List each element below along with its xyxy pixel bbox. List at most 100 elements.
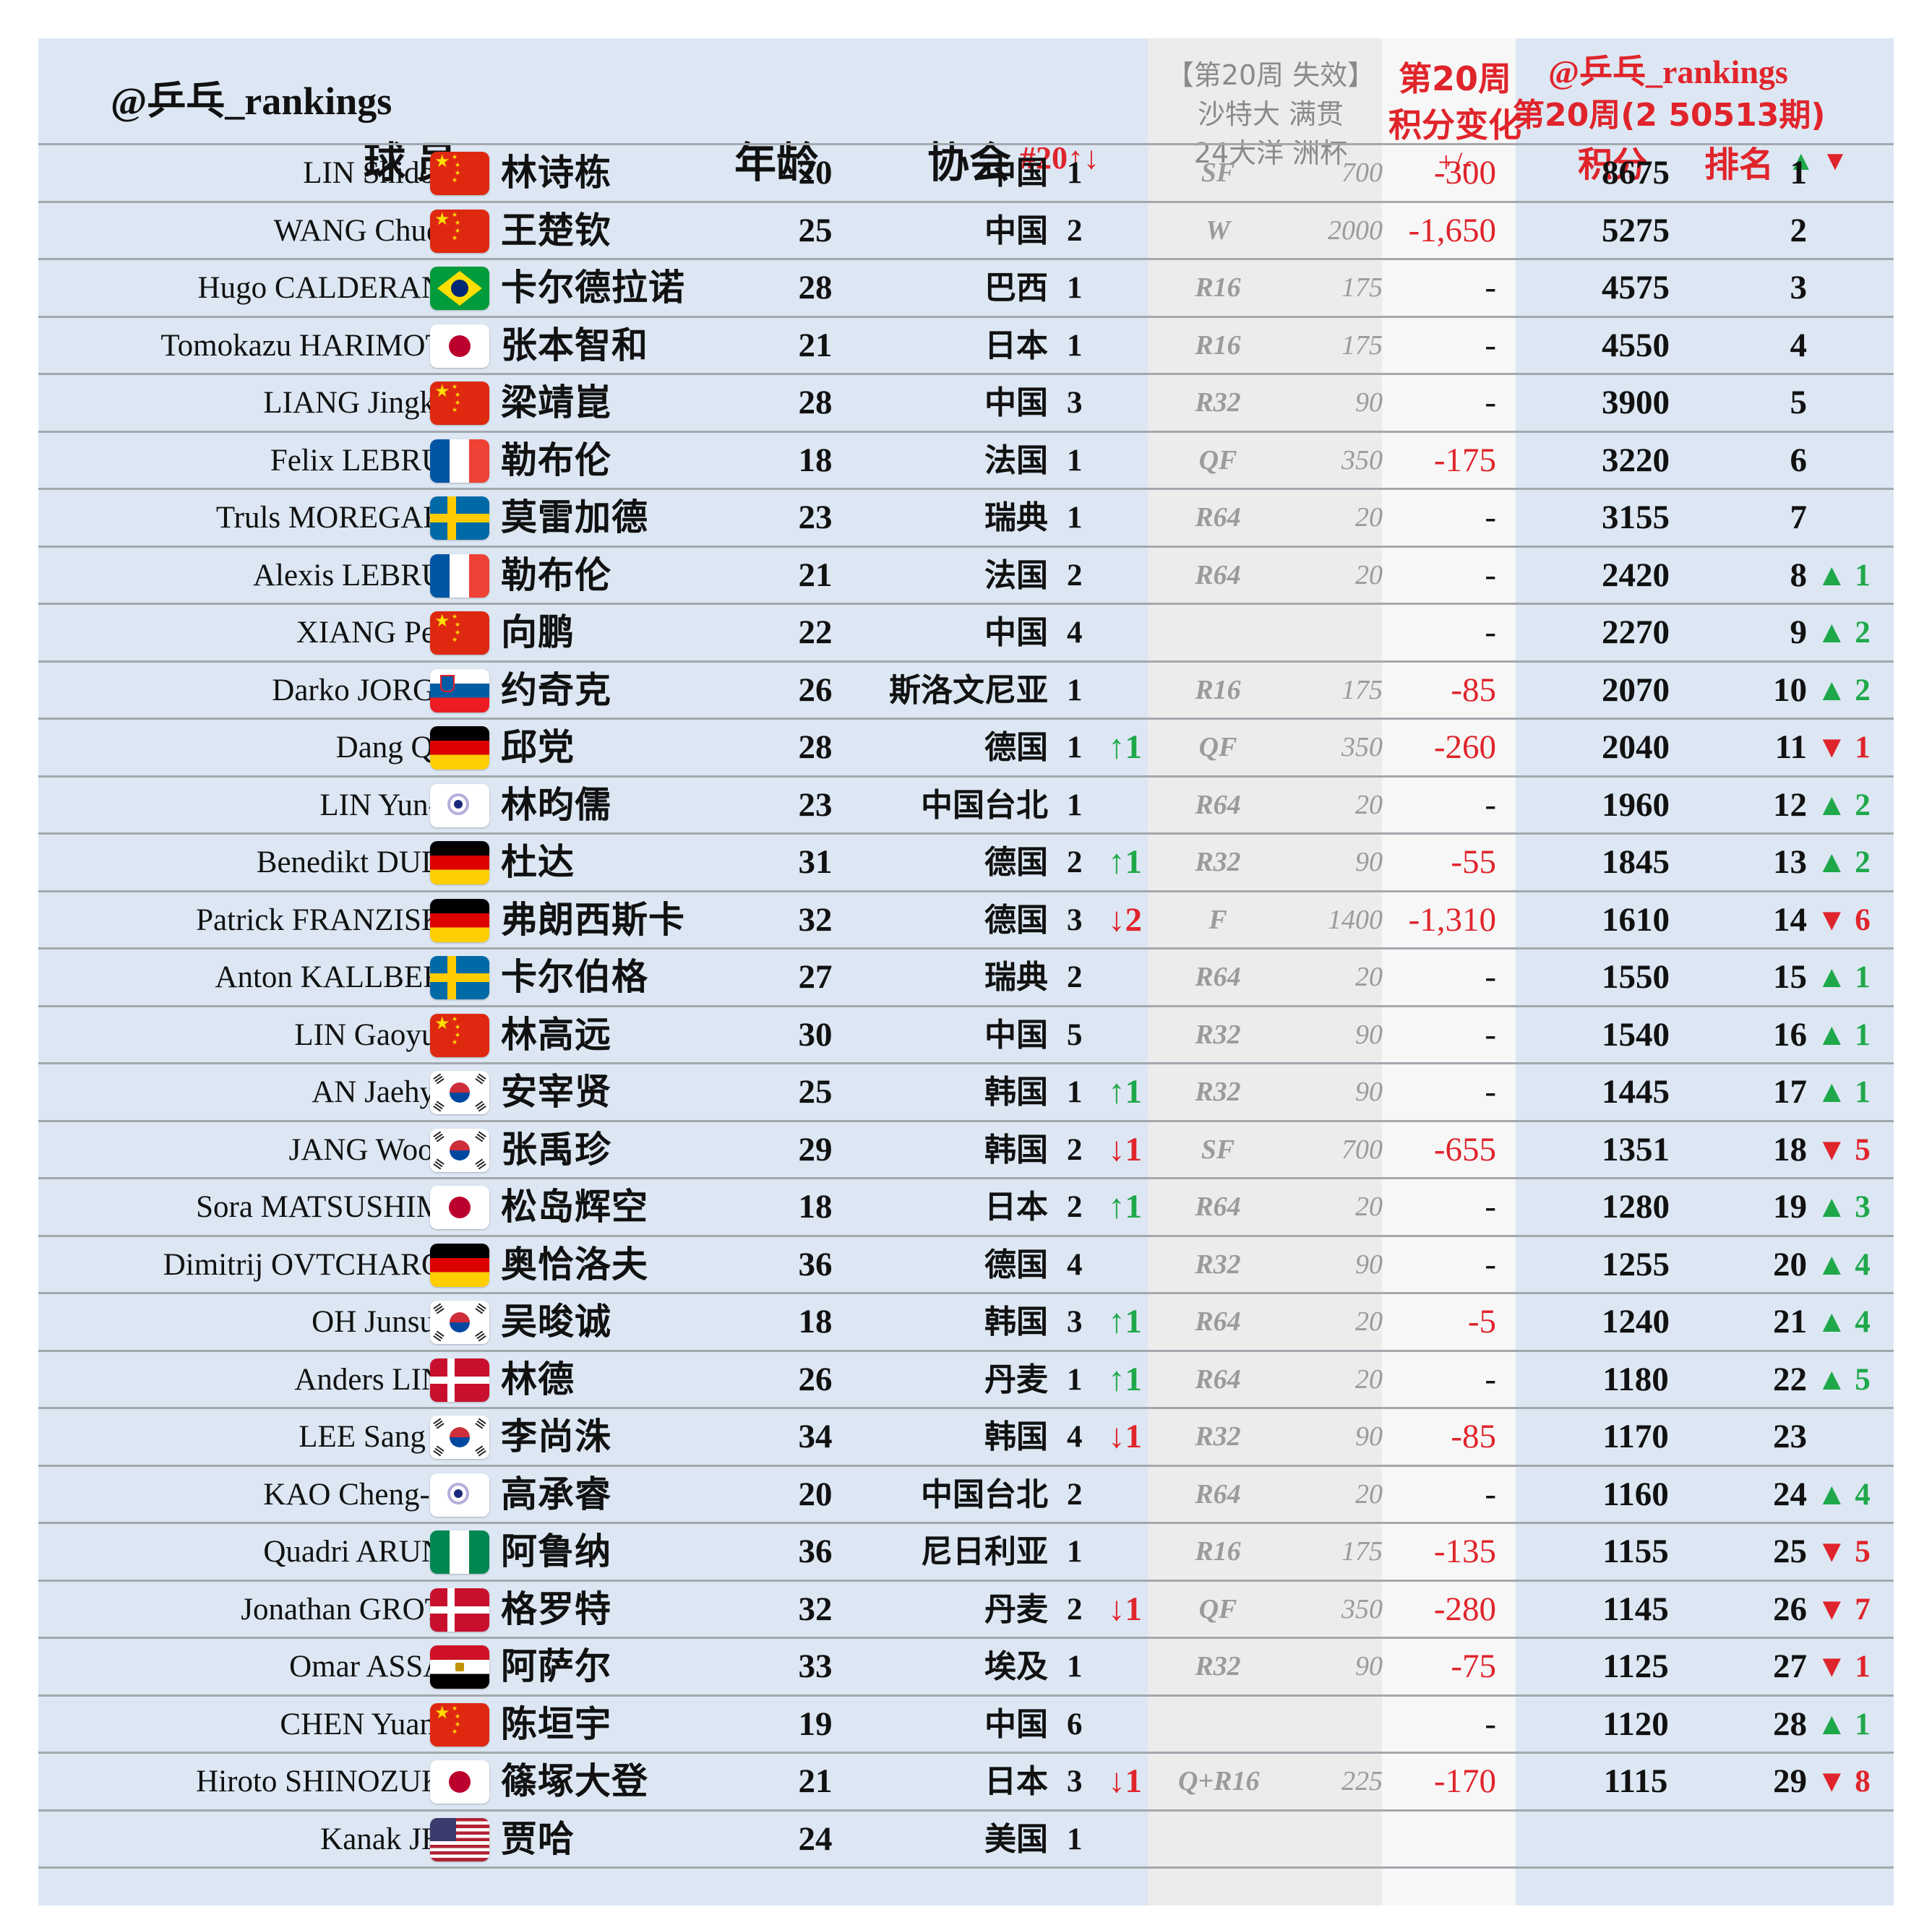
points-change: -85 [1451, 671, 1496, 709]
player-association: 德国 [984, 844, 1048, 881]
table-row: Dang QIU 邱党 28 德国 1 ↑1 QF 350 -260 2040 … [38, 719, 1894, 776]
change-header-line1: 第20周 [1398, 59, 1511, 98]
association-rank: 3 [1067, 1305, 1083, 1339]
row-divider [38, 1004, 1894, 1007]
association-rank: 4 [1067, 616, 1083, 650]
points-change: -55 [1451, 843, 1496, 881]
player-chinese-name: 陈垣宇 [501, 1702, 611, 1745]
up-arrow-icon: ▲ [1787, 146, 1815, 176]
expiring-event-round: R64 [1195, 1364, 1241, 1395]
expiring-event-round: R64 [1195, 559, 1241, 590]
expiring-header-line1: 【第20周 失效】 [1166, 59, 1375, 91]
table-row: Omar ASSAR 阿萨尔 33 埃及 1 R32 90 -75 1125 2… [38, 1638, 1894, 1695]
sweden-flag-icon [430, 496, 489, 540]
korea-flag-icon [430, 1071, 489, 1114]
association-rank: 4 [1067, 1420, 1083, 1454]
ranking-points: 3220 [1602, 441, 1670, 479]
points-change: -170 [1433, 1762, 1496, 1800]
world-rank: 16 [1773, 1015, 1807, 1054]
association-rank-move: ↑1 [1108, 1073, 1142, 1111]
world-rank: 23 [1773, 1418, 1807, 1455]
table-row: Hugo CALDERANO 卡尔德拉诺 28 巴西 1 R16 175 - 4… [38, 259, 1894, 316]
col-header-association-rank: #20↑↓ [1020, 140, 1099, 176]
world-rank: 7 [1790, 499, 1808, 536]
association-rank-move: ↑1 [1108, 728, 1142, 766]
association-rank: 1 [1067, 328, 1083, 363]
row-divider [38, 200, 1894, 203]
nigeria-flag-icon [430, 1530, 489, 1574]
points-change: - [1485, 613, 1496, 651]
expiring-header-line2: 沙特大 满贯 [1197, 98, 1344, 130]
row-divider [38, 258, 1894, 260]
association-rank: 1 [1067, 271, 1083, 305]
table-row: Quadri ARUNA 阿鲁纳 36 尼日利亚 1 R16 175 -135 … [38, 1523, 1894, 1580]
change-header-line2: 积分变化 [1388, 105, 1521, 145]
row-divider [38, 1349, 1894, 1352]
association-rank: 3 [1067, 386, 1083, 420]
row-divider [38, 1177, 1894, 1179]
expiring-event-points: 20 [1355, 1306, 1383, 1337]
table-row: Anton KALLBERG 卡尔伯格 27 瑞典 2 R64 20 - 155… [38, 949, 1894, 1006]
ranking-points: 1280 [1602, 1188, 1670, 1226]
row-divider [38, 545, 1894, 548]
player-chinese-name: 阿鲁纳 [501, 1530, 611, 1572]
table-row: OH Junsung 吴晙诚 18 韩国 3 ↑1 R64 20 -5 1240… [38, 1293, 1894, 1351]
sweden-flag-icon [430, 956, 489, 999]
player-chinese-name: 阿萨尔 [501, 1645, 611, 1687]
points-change: -135 [1433, 1533, 1496, 1570]
association-rank-move: ↓1 [1108, 1130, 1142, 1168]
player-age: 22 [798, 613, 833, 651]
expiring-event-points: 90 [1355, 387, 1383, 418]
rank-movement: ▲ 1 [1816, 1075, 1871, 1109]
korea-flag-icon [430, 1416, 489, 1459]
china-flag-icon: ★ ★ ★ ★ ★ [430, 1702, 489, 1747]
player-age: 29 [798, 1130, 833, 1168]
table-row: Hiroto SHINOZUKA 篠塚大登 21 日本 3 ↓1 Q+R16 2… [38, 1753, 1894, 1810]
player-age: 19 [798, 1705, 833, 1743]
player-english-name: Sora MATSUSHIMA [196, 1190, 466, 1224]
association-rank: 2 [1067, 845, 1083, 879]
player-chinese-name: 篠塚大登 [501, 1760, 648, 1802]
association-rank-move: ↓1 [1108, 1590, 1142, 1628]
player-association: 埃及 [984, 1648, 1048, 1685]
ranking-points: 2270 [1602, 613, 1670, 651]
expiring-event-points: 225 [1341, 1766, 1383, 1796]
expiring-event-points: 175 [1341, 1536, 1383, 1567]
ranking-points: 4575 [1602, 269, 1670, 306]
player-chinese-name: 卡尔德拉诺 [501, 267, 685, 309]
expiring-event-points [1274, 604, 1383, 661]
player-association: 日本 [984, 1763, 1048, 1800]
association-rank: 2 [1067, 558, 1083, 593]
expiring-event-round: R32 [1195, 1421, 1241, 1452]
association-rank: 2 [1067, 1190, 1083, 1224]
table-row: Patrick FRANZISKA 弗朗西斯卡 32 德国 3 ↓2 F 140… [38, 892, 1894, 949]
expiring-event-round: R32 [1195, 1249, 1241, 1280]
player-chinese-name: 林高远 [501, 1013, 611, 1056]
expiring-event-round: R64 [1195, 789, 1241, 820]
player-chinese-name: 奥恰洛夫 [501, 1243, 648, 1286]
association-rank-move: ↑1 [1108, 1303, 1142, 1340]
ranking-points [1556, 1811, 1715, 1868]
expiring-event-points: 20 [1355, 1364, 1383, 1395]
right-handle: @乒乓_rankings [1548, 53, 1788, 90]
germany-flag-icon [430, 841, 489, 884]
table-row: Benedikt DUDA 杜达 31 德国 2 ↑1 R32 90 -55 1… [38, 834, 1894, 891]
world-rank: 5 [1790, 384, 1808, 421]
expiring-event-points: 90 [1355, 1249, 1383, 1280]
table-row: AN Jaehyun 安宰贤 25 韩国 1 ↑1 R32 90 - 1445 … [38, 1064, 1894, 1121]
association-rank: 2 [1067, 960, 1083, 994]
row-divider [38, 775, 1894, 778]
player-age: 20 [798, 1475, 833, 1513]
expiring-event-points: 700 [1341, 158, 1383, 188]
ranking-points: 1960 [1602, 785, 1670, 824]
player-english-name: Patrick FRANZISKA [196, 903, 466, 937]
player-association: 韩国 [984, 1074, 1048, 1111]
world-rank: 4 [1790, 326, 1808, 364]
expiring-event-points: 700 [1341, 1134, 1383, 1165]
rank-movement: ▲ 3 [1816, 1190, 1871, 1224]
player-age: 34 [798, 1418, 833, 1455]
player-english-name: Tomokazu HARIMOTO [160, 328, 466, 363]
association-rank-move: ↑1 [1108, 1360, 1142, 1398]
world-rank: 17 [1773, 1073, 1807, 1111]
player-english-name: Hiroto SHINOZUKA [196, 1765, 466, 1799]
